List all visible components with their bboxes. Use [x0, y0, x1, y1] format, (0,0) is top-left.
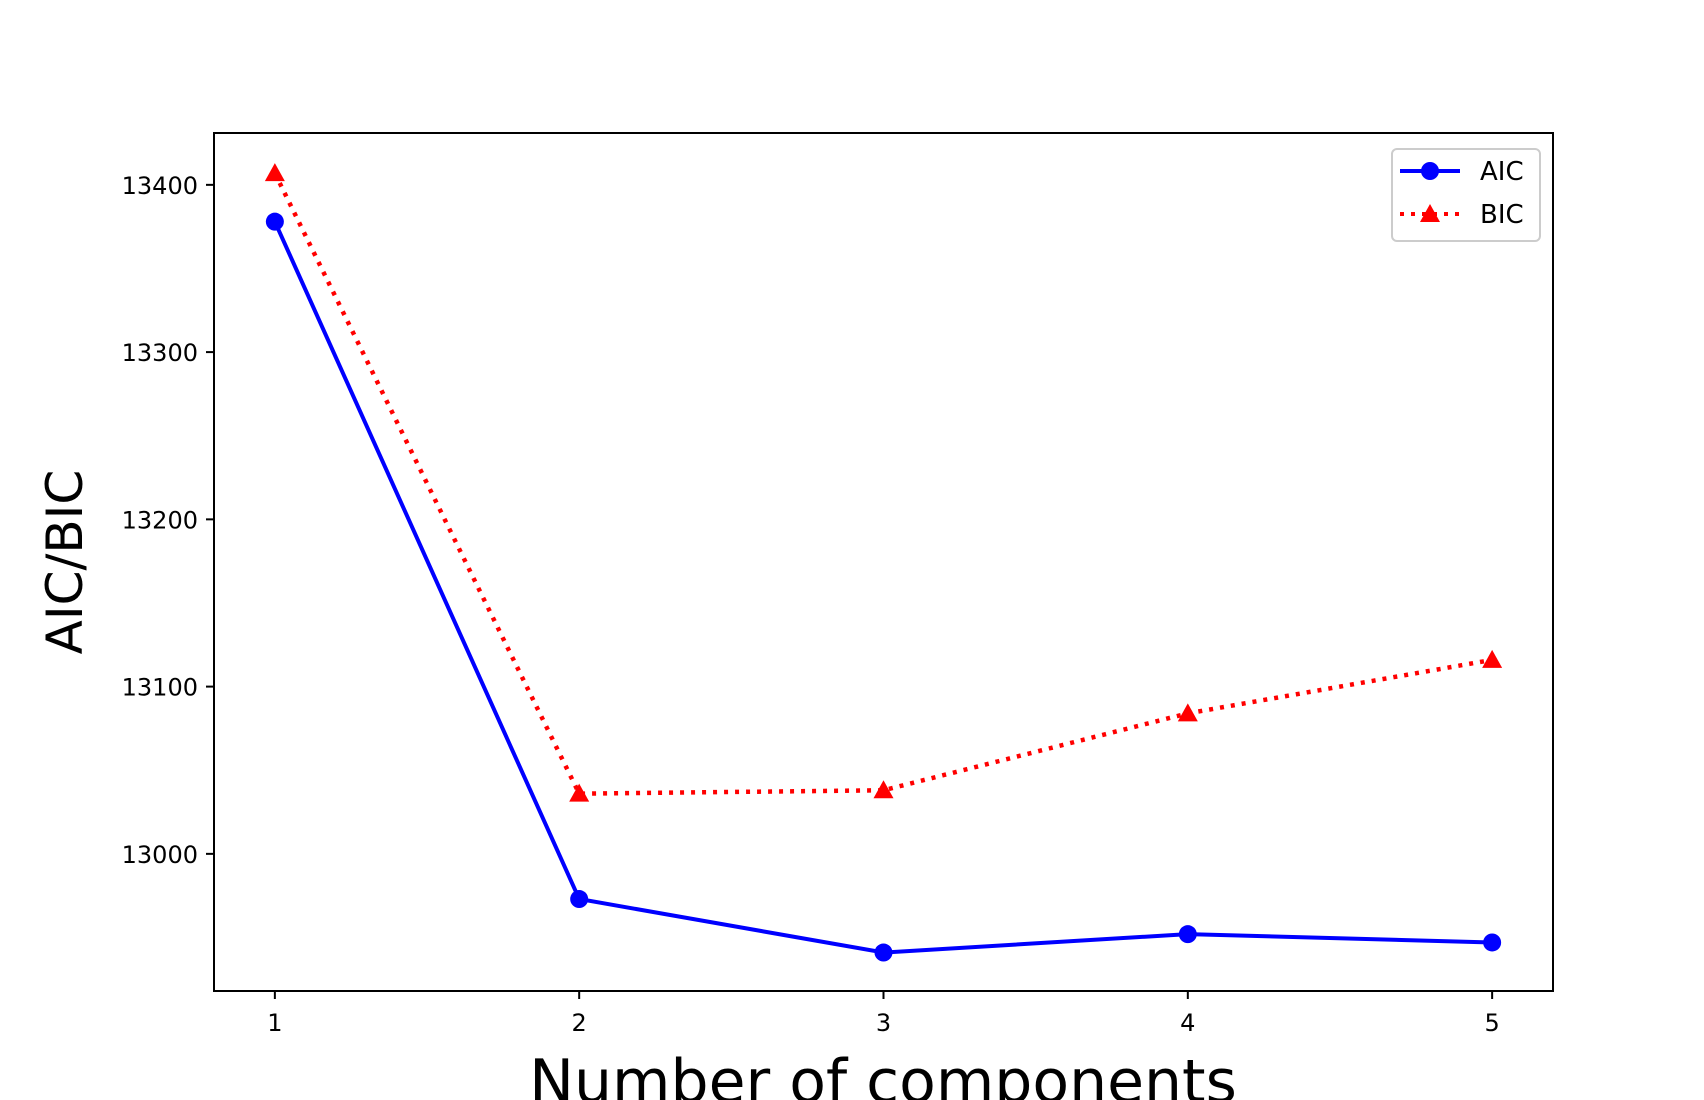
legend-label-aic: AIC — [1480, 157, 1524, 187]
data-point-bic — [1482, 649, 1503, 668]
x-tick-label: 4 — [1180, 1009, 1195, 1037]
data-point-aic — [1178, 925, 1197, 944]
y-tick-label: 13300 — [122, 339, 198, 367]
y-axis: 13000 13100 13200 13300 13400 — [122, 172, 214, 869]
plot-area — [213, 132, 1554, 992]
y-tick-label: 13200 — [122, 506, 198, 534]
y-axis-label: AIC/BIC — [36, 470, 94, 655]
x-tick-label: 5 — [1484, 1009, 1499, 1037]
legend: AIC BIC — [1391, 148, 1541, 242]
y-tick-label: 13000 — [122, 841, 198, 869]
y-tick-label: 13400 — [122, 172, 198, 200]
data-point-aic — [570, 890, 589, 909]
data-point-aic — [874, 943, 893, 962]
series-line-aic — [273, 220, 1493, 955]
data-point-bic — [569, 783, 590, 802]
x-tick-label: 1 — [267, 1009, 282, 1037]
x-axis: 1 2 3 4 5 — [267, 991, 1500, 1037]
x-tick-label: 2 — [572, 1009, 587, 1037]
legend-label-bic: BIC — [1480, 200, 1524, 230]
data-point-bic — [1177, 703, 1198, 722]
series-line-bic — [272, 172, 1493, 796]
series-aic — [265, 212, 1502, 962]
series-layer — [264, 163, 1503, 962]
legend-marker-bic — [1420, 204, 1440, 222]
data-point-aic — [1483, 933, 1502, 952]
data-point-bic — [873, 780, 894, 799]
data-point-aic — [265, 212, 284, 231]
y-tick-label: 13100 — [122, 674, 198, 702]
data-point-bic — [264, 163, 285, 182]
x-tick-label: 3 — [876, 1009, 891, 1037]
x-axis-label: Number of components — [529, 1047, 1237, 1100]
series-bic — [264, 163, 1503, 802]
legend-marker-aic — [1421, 162, 1439, 180]
